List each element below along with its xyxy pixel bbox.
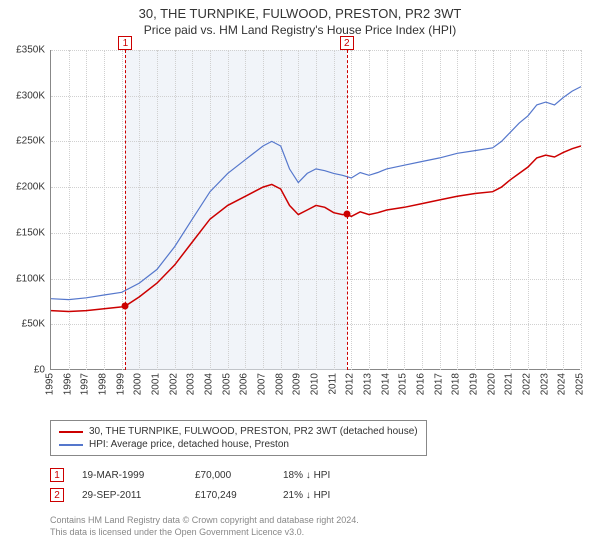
chart-area: 12 £0£50K£100K£150K£200K£250K£300K£350K1… <box>50 50 580 370</box>
ytick-label: £200K <box>16 182 45 193</box>
xtick-label: 1999 <box>115 373 126 395</box>
xtick-label: 2019 <box>469 373 480 395</box>
legend-swatch <box>59 444 83 446</box>
title-block: 30, THE TURNPIKE, FULWOOD, PRESTON, PR2 … <box>0 0 600 37</box>
sale-row-marker: 1 <box>50 468 64 482</box>
xtick-label: 1995 <box>45 373 56 395</box>
legend-swatch <box>59 431 83 433</box>
xtick-label: 1996 <box>62 373 73 395</box>
xtick-label: 2002 <box>168 373 179 395</box>
xtick-label: 2013 <box>363 373 374 395</box>
xtick-label: 2001 <box>151 373 162 395</box>
ytick-label: £0 <box>34 365 45 376</box>
sale-row-price: £170,249 <box>195 490 265 501</box>
ytick-label: £250K <box>16 136 45 147</box>
xtick-label: 2017 <box>433 373 444 395</box>
xtick-label: 2000 <box>133 373 144 395</box>
xtick-label: 2018 <box>451 373 462 395</box>
sale-row-hpi: 18% ↓ HPI <box>283 470 363 481</box>
xtick-label: 2021 <box>504 373 515 395</box>
series-property <box>51 146 581 312</box>
xtick-label: 2010 <box>310 373 321 395</box>
xtick-label: 2022 <box>522 373 533 395</box>
gridline-v <box>581 50 582 370</box>
xtick-label: 2025 <box>575 373 586 395</box>
xtick-label: 2024 <box>557 373 568 395</box>
xtick-label: 1997 <box>80 373 91 395</box>
xtick-label: 2006 <box>239 373 250 395</box>
xtick-label: 2012 <box>345 373 356 395</box>
sale-row-marker: 2 <box>50 488 64 502</box>
chart-container: 30, THE TURNPIKE, FULWOOD, PRESTON, PR2 … <box>0 0 600 560</box>
sale-row: 1 19-MAR-1999 £70,000 18% ↓ HPI <box>50 465 363 485</box>
title-sub: Price paid vs. HM Land Registry's House … <box>0 23 600 37</box>
legend-box: 30, THE TURNPIKE, FULWOOD, PRESTON, PR2 … <box>50 420 427 456</box>
xtick-label: 2007 <box>257 373 268 395</box>
plot-region: 12 <box>50 50 580 370</box>
xtick-label: 2023 <box>539 373 550 395</box>
legend-label: 30, THE TURNPIKE, FULWOOD, PRESTON, PR2 … <box>89 426 418 437</box>
footer-attribution: Contains HM Land Registry data © Crown c… <box>50 515 359 538</box>
sale-marker-box: 1 <box>118 36 132 50</box>
footer-line1: Contains HM Land Registry data © Crown c… <box>50 515 359 527</box>
title-main: 30, THE TURNPIKE, FULWOOD, PRESTON, PR2 … <box>0 6 600 21</box>
legend-row: 30, THE TURNPIKE, FULWOOD, PRESTON, PR2 … <box>59 425 418 438</box>
sales-block: 1 19-MAR-1999 £70,000 18% ↓ HPI 2 29-SEP-2011… <box>50 465 363 505</box>
xtick-label: 2016 <box>416 373 427 395</box>
sale-row-hpi: 21% ↓ HPI <box>283 490 363 501</box>
xtick-label: 2009 <box>292 373 303 395</box>
ytick-label: £100K <box>16 273 45 284</box>
sale-dot <box>343 211 350 218</box>
ytick-label: £150K <box>16 227 45 238</box>
xtick-label: 2020 <box>486 373 497 395</box>
ytick-label: £350K <box>16 45 45 56</box>
legend-label: HPI: Average price, detached house, Pres… <box>89 439 289 450</box>
xtick-label: 2005 <box>221 373 232 395</box>
series-hpi <box>51 87 581 300</box>
footer-line2: This data is licensed under the Open Gov… <box>50 527 359 539</box>
xtick-label: 2011 <box>327 373 338 395</box>
xtick-label: 1998 <box>98 373 109 395</box>
xtick-label: 2008 <box>274 373 285 395</box>
sale-row-date: 19-MAR-1999 <box>82 470 177 481</box>
ytick-label: £50K <box>22 319 45 330</box>
sale-marker-box: 2 <box>340 36 354 50</box>
series-svg <box>51 50 581 370</box>
legend-row: HPI: Average price, detached house, Pres… <box>59 438 418 451</box>
sale-row-date: 29-SEP-2011 <box>82 490 177 501</box>
sale-dot <box>122 303 129 310</box>
ytick-label: £300K <box>16 90 45 101</box>
xtick-label: 2004 <box>204 373 215 395</box>
xtick-label: 2003 <box>186 373 197 395</box>
xtick-label: 2014 <box>380 373 391 395</box>
xtick-label: 2015 <box>398 373 409 395</box>
sale-row: 2 29-SEP-2011 £170,249 21% ↓ HPI <box>50 485 363 505</box>
sale-row-price: £70,000 <box>195 470 265 481</box>
